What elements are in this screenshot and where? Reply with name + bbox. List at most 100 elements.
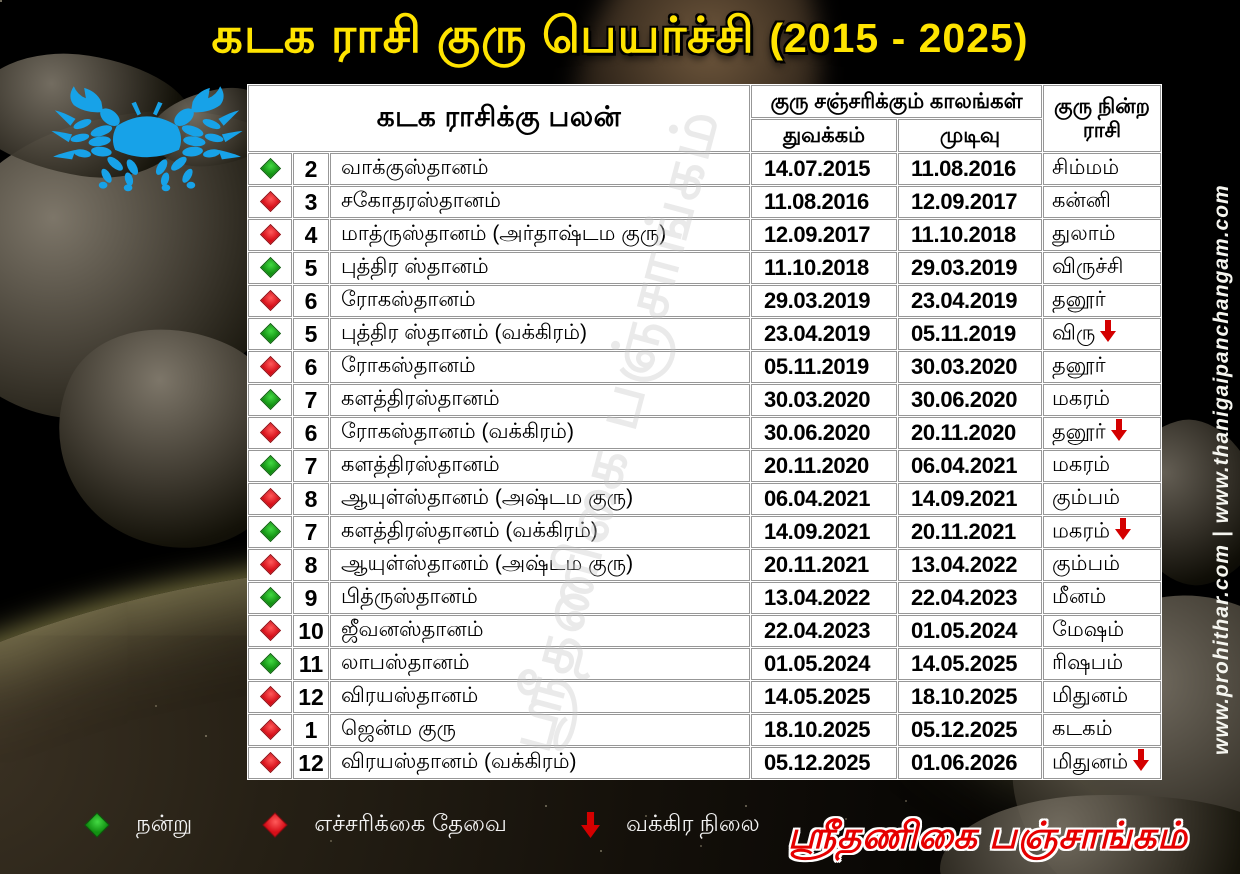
end-date: 14.09.2021 <box>898 483 1042 515</box>
house-number: 6 <box>293 351 329 383</box>
table-row: 6 ரோகஸ்தானம் 05.11.2019 30.03.2020 தனூர் <box>248 351 1161 383</box>
good-diamond-icon <box>84 812 110 838</box>
rasi-name: மிதுனம் <box>1052 684 1129 707</box>
end-date: 01.06.2026 <box>898 747 1042 779</box>
house-name: புத்திர ஸ்தானம் <box>330 252 750 284</box>
house-number: 7 <box>293 384 329 416</box>
status-diamond-icon <box>259 554 281 576</box>
status-diamond-icon <box>259 455 281 477</box>
table-row: 6 ரோகஸ்தானம் 29.03.2019 23.04.2019 தனூர் <box>248 285 1161 317</box>
header-benefit-title: கடக ராசிக்கு பலன் <box>248 85 750 152</box>
status-diamond-icon <box>259 752 281 774</box>
status-cell <box>248 417 292 449</box>
house-name: வாக்குஸ்தானம் <box>330 153 750 185</box>
status-cell <box>248 747 292 779</box>
rasi-cell: தனூர் <box>1043 351 1161 383</box>
house-name: ரோகஸ்தானம் (வக்கிரம்) <box>330 417 750 449</box>
page-title: கடக ராசி குரு பெயர்ச்சி (2015 - 2025) <box>0 8 1240 71</box>
house-number: 5 <box>293 318 329 350</box>
status-cell <box>248 681 292 713</box>
status-cell <box>248 648 292 680</box>
start-date: 14.07.2015 <box>751 153 897 185</box>
header-end-date: முடிவு <box>898 119 1042 152</box>
rasi-name: விரு <box>1052 321 1096 345</box>
rasi-cell: மகரம் <box>1043 516 1161 548</box>
table-row: 5 புத்திர ஸ்தானம் 11.10.2018 29.03.2019 … <box>248 252 1161 284</box>
end-date: 05.12.2025 <box>898 714 1042 746</box>
status-diamond-icon <box>259 158 281 180</box>
rasi-cell: மிதுனம் <box>1043 747 1161 779</box>
header-guru-rasi: குரு நின்ற ராசி <box>1043 85 1161 152</box>
end-date: 05.11.2019 <box>898 318 1042 350</box>
status-cell <box>248 285 292 317</box>
start-date: 18.10.2025 <box>751 714 897 746</box>
house-number: 9 <box>293 582 329 614</box>
rasi-cell: சிம்மம் <box>1043 153 1161 185</box>
start-date: 30.03.2020 <box>751 384 897 416</box>
table-row: 10 ஜீவனஸ்தானம் 22.04.2023 01.05.2024 மேஷ… <box>248 615 1161 647</box>
status-diamond-icon <box>259 719 281 741</box>
start-date: 06.04.2021 <box>751 483 897 515</box>
status-diamond-icon <box>259 290 281 312</box>
end-date: 30.03.2020 <box>898 351 1042 383</box>
legend-item-caution: எச்சரிக்கை தேவை <box>262 810 507 840</box>
status-diamond-icon <box>259 422 281 444</box>
status-cell <box>248 252 292 284</box>
start-date: 14.09.2021 <box>751 516 897 548</box>
house-name: மாத்ருஸ்தானம் (அர்தாஷ்டம குரு) <box>330 219 750 251</box>
transit-table-body: 2 வாக்குஸ்தானம் 14.07.2015 11.08.2016 சி… <box>248 153 1161 779</box>
status-cell <box>248 384 292 416</box>
start-date: 14.05.2025 <box>751 681 897 713</box>
page-title-main: கடக ராசி குரு பெயர்ச்சி <box>211 9 755 63</box>
start-date: 20.11.2020 <box>751 450 897 482</box>
retrograde-arrow-icon <box>1115 518 1132 546</box>
status-cell <box>248 351 292 383</box>
house-number: 11 <box>293 648 329 680</box>
house-name: ஆயுள்ஸ்தானம் (அஷ்டம குரு) <box>330 549 750 581</box>
table-row: 12 விரயஸ்தானம் (வக்கிரம்) 05.12.2025 01.… <box>248 747 1161 779</box>
end-date: 18.10.2025 <box>898 681 1042 713</box>
house-name: களத்திரஸ்தானம் <box>330 450 750 482</box>
rasi-cell: கன்னி <box>1043 186 1161 218</box>
start-date: 13.04.2022 <box>751 582 897 614</box>
status-diamond-icon <box>259 686 281 708</box>
house-name: ஜீவனஸ்தானம் <box>330 615 750 647</box>
house-number: 10 <box>293 615 329 647</box>
rasi-cell: கடகம் <box>1043 714 1161 746</box>
status-cell <box>248 153 292 185</box>
end-date: 30.06.2020 <box>898 384 1042 416</box>
house-name: லாபஸ்தானம் <box>330 648 750 680</box>
retrograde-arrow-icon <box>1100 320 1117 348</box>
status-diamond-icon <box>259 620 281 642</box>
start-date: 11.08.2016 <box>751 186 897 218</box>
rasi-name: கடகம் <box>1052 717 1113 740</box>
legend-item-retrograde: வக்கிர நிலை <box>580 810 760 840</box>
table-row: 7 களத்திரஸ்தானம் 30.03.2020 30.06.2020 ம… <box>248 384 1161 416</box>
end-date: 01.05.2024 <box>898 615 1042 647</box>
status-diamond-icon <box>259 488 281 510</box>
house-name: ஆயுள்ஸ்தானம் (அஷ்டம குரு) <box>330 483 750 515</box>
rasi-name: மகரம் <box>1052 519 1111 543</box>
rasi-name: மகரம் <box>1052 453 1111 476</box>
status-cell <box>248 219 292 251</box>
house-number: 7 <box>293 450 329 482</box>
house-name: சகோதரஸ்தானம் <box>330 186 750 218</box>
status-diamond-icon <box>259 389 281 411</box>
table-row: 12 விரயஸ்தானம் 14.05.2025 18.10.2025 மித… <box>248 681 1161 713</box>
house-number: 5 <box>293 252 329 284</box>
house-name: களத்திரஸ்தானம் <box>330 384 750 416</box>
end-date: 06.04.2021 <box>898 450 1042 482</box>
rasi-cell: மேஷம் <box>1043 615 1161 647</box>
status-cell <box>248 582 292 614</box>
table-row: 7 களத்திரஸ்தானம் 20.11.2020 06.04.2021 ம… <box>248 450 1161 482</box>
transit-table: கடக ராசிக்கு பலன் குரு சஞ்சரிக்கும் காலங… <box>247 84 1162 780</box>
retrograde-arrow-icon <box>580 812 600 838</box>
rasi-cell: ரிஷபம் <box>1043 648 1161 680</box>
start-date: 12.09.2017 <box>751 219 897 251</box>
house-number: 8 <box>293 549 329 581</box>
transit-table-wrap: கடக ராசிக்கு பலன் குரு சஞ்சரிக்கும் காலங… <box>247 84 1162 780</box>
rasi-name: விருச்சி <box>1052 255 1124 278</box>
retrograde-arrow-icon <box>1133 749 1150 777</box>
house-number: 7 <box>293 516 329 548</box>
